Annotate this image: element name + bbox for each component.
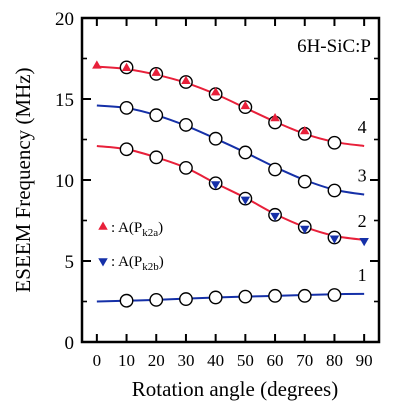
data-point-triangle-down [329,235,340,244]
data-point-circle [238,145,253,160]
data-point-triangle-down [210,181,221,190]
fit-curve-1 [96,292,365,303]
curve-label-3: 3 [358,166,367,186]
data-point-triangle-up [210,87,221,96]
data-point-triangle-down [359,237,369,247]
y-tick-label: 15 [55,90,74,111]
data-point-triangle-down [300,225,310,235]
data-point-triangle-up [121,62,132,72]
y-tick-label: 10 [55,171,74,192]
data-point-circle [179,160,193,175]
fit-curve-4 [96,65,365,147]
x-tick-label: 30 [177,351,194,370]
data-point-circle [268,288,282,303]
fit-curve-2 [96,144,365,241]
legend-label-k2b: : A(Pk2b) [111,254,164,273]
data-point-circle [208,290,223,305]
data-point-triangle-down [240,196,251,205]
x-tick-label: 10 [118,351,135,370]
data-point-circle [149,150,164,165]
data-point-circle [297,288,312,303]
x-tick-label: 80 [326,351,343,370]
data-point-triangle-up [92,60,102,69]
data-point-triangle-down [270,212,280,222]
fit-curve-3 [96,104,365,196]
data-point-circle [327,183,342,198]
data-markers [92,60,369,308]
curve-labels: 1 2 3 4 [358,117,367,285]
data-point-circle [119,142,134,157]
data-point-triangle-up [181,75,191,84]
x-tick-label: 90 [356,351,373,370]
legend: : A(Pk2a) : A(Pk2b) [98,220,164,273]
curve-label-2: 2 [358,211,367,231]
legend-marker-k2b [98,258,108,267]
x-tick-label: 60 [267,351,284,370]
data-point-circle [149,108,164,123]
data-point-triangle-up [151,67,161,76]
data-point-circle [268,162,282,177]
data-point-triangle-up [240,100,251,110]
data-point-circle [119,101,134,115]
legend-marker-k2a [98,221,108,230]
data-point-circle [238,289,253,304]
x-axis-title: Rotation angle (degrees) [132,377,338,401]
data-point-triangle-up [270,112,280,122]
data-point-circle [208,131,223,146]
sample-annotation: 6H-SiC:P [297,36,371,57]
x-tick-label: 20 [148,351,165,370]
curve-label-4: 4 [358,117,367,137]
y-tick-label: 20 [55,9,74,30]
data-point-circle [149,292,164,307]
data-point-circle [327,135,342,150]
y-tick-label: 0 [65,333,75,354]
x-tick-label: 0 [93,351,102,370]
data-point-triangle-up [300,125,310,135]
x-tick-label: 70 [296,351,313,370]
data-point-circle [119,293,134,308]
axes: 0 10 20 30 40 50 60 70 80 90 0 5 10 15 20 [55,9,379,370]
data-point-circle [179,292,193,306]
x-tick-label: 50 [237,351,254,370]
x-tick-label: 40 [207,351,224,370]
y-tick-label: 5 [65,252,75,273]
y-axis-title: ESEEM Frequency (MHz) [11,67,35,292]
curve-label-1: 1 [358,265,367,285]
data-point-circle [179,118,193,132]
data-point-circle [327,288,342,302]
legend-label-k2a: : A(Pk2a) [111,220,163,239]
fit-curves [96,65,365,303]
data-point-circle [297,174,312,189]
